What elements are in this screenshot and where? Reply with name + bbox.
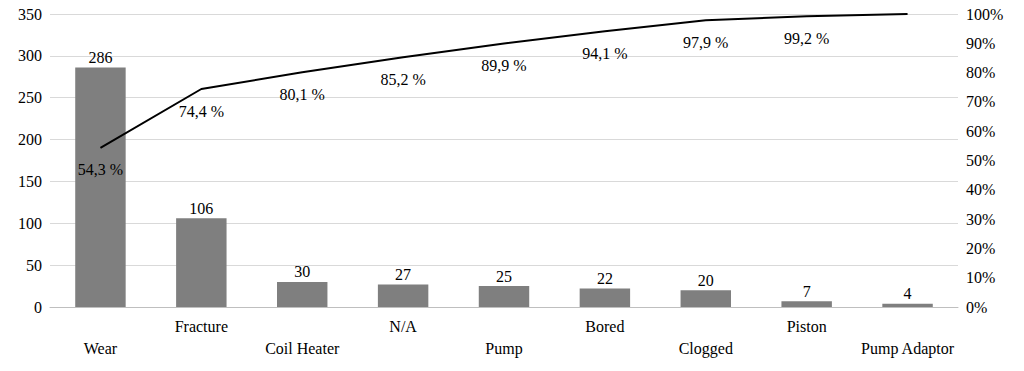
- svg-text:Pump: Pump: [485, 340, 522, 358]
- svg-text:N/A: N/A: [389, 318, 417, 335]
- svg-text:Wear: Wear: [84, 340, 118, 357]
- svg-text:22: 22: [597, 270, 613, 287]
- svg-text:0: 0: [34, 299, 42, 316]
- svg-text:106: 106: [189, 200, 213, 217]
- svg-text:Bored: Bored: [585, 318, 624, 335]
- svg-text:Piston: Piston: [787, 318, 827, 335]
- svg-text:10%: 10%: [966, 269, 995, 286]
- svg-text:90%: 90%: [966, 35, 995, 52]
- svg-text:20: 20: [698, 272, 714, 289]
- svg-text:Pump Adaptor: Pump Adaptor: [861, 340, 955, 358]
- svg-text:80%: 80%: [966, 64, 995, 81]
- svg-text:70%: 70%: [966, 93, 995, 110]
- svg-text:300: 300: [18, 47, 42, 64]
- svg-text:50%: 50%: [966, 152, 995, 169]
- svg-text:4: 4: [904, 285, 912, 302]
- svg-text:Clogged: Clogged: [679, 340, 733, 358]
- svg-text:97,9 %: 97,9 %: [683, 34, 728, 51]
- svg-text:80,1 %: 80,1 %: [280, 86, 325, 103]
- svg-text:20%: 20%: [966, 240, 995, 257]
- svg-text:27: 27: [395, 266, 411, 283]
- svg-text:54,3 %: 54,3 %: [78, 161, 123, 178]
- svg-text:7: 7: [803, 283, 811, 300]
- svg-text:30%: 30%: [966, 211, 995, 228]
- svg-text:Coil Heater: Coil Heater: [265, 340, 340, 357]
- svg-text:89,9 %: 89,9 %: [481, 57, 526, 74]
- svg-text:150: 150: [18, 173, 42, 190]
- svg-text:50: 50: [26, 257, 42, 274]
- svg-text:94,1 %: 94,1 %: [582, 45, 627, 62]
- svg-text:0%: 0%: [966, 299, 987, 316]
- svg-text:30: 30: [294, 263, 310, 280]
- svg-text:100%: 100%: [966, 6, 1003, 23]
- svg-text:74,4 %: 74,4 %: [179, 103, 224, 120]
- svg-text:100: 100: [18, 215, 42, 232]
- svg-text:60%: 60%: [966, 123, 995, 140]
- svg-text:99,2 %: 99,2 %: [784, 30, 829, 47]
- svg-text:286: 286: [88, 49, 112, 66]
- svg-text:200: 200: [18, 131, 42, 148]
- svg-text:250: 250: [18, 89, 42, 106]
- svg-text:40%: 40%: [966, 181, 995, 198]
- svg-text:350: 350: [18, 6, 42, 23]
- svg-text:Fracture: Fracture: [175, 318, 228, 335]
- svg-text:85,2 %: 85,2 %: [380, 71, 425, 88]
- svg-text:25: 25: [496, 268, 512, 285]
